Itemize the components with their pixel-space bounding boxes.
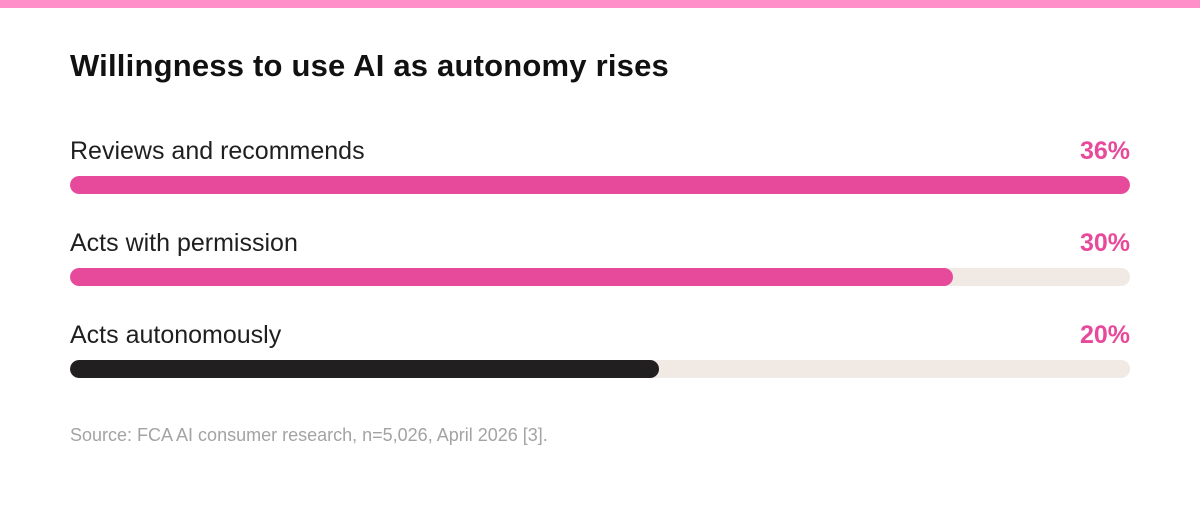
top-accent-bar bbox=[0, 0, 1200, 8]
bar-label: Acts with permission bbox=[70, 229, 298, 257]
bar bbox=[70, 176, 1130, 194]
bar-value-label: 20% bbox=[1079, 321, 1130, 349]
bar bbox=[70, 268, 953, 286]
bar bbox=[70, 360, 659, 378]
bar-track bbox=[70, 268, 1130, 286]
bar-value-label: 36% bbox=[1079, 137, 1130, 165]
chart-title: Willingness to use AI as autonomy rises bbox=[70, 48, 669, 83]
bar-label: Acts autonomously bbox=[70, 321, 282, 349]
bar-track bbox=[70, 176, 1130, 194]
source-note: Source: FCA AI consumer research, n=5,02… bbox=[70, 425, 548, 445]
bar-label: Reviews and recommends bbox=[70, 137, 365, 165]
bar-track bbox=[70, 360, 1130, 378]
bar-value-label: 30% bbox=[1079, 229, 1130, 257]
